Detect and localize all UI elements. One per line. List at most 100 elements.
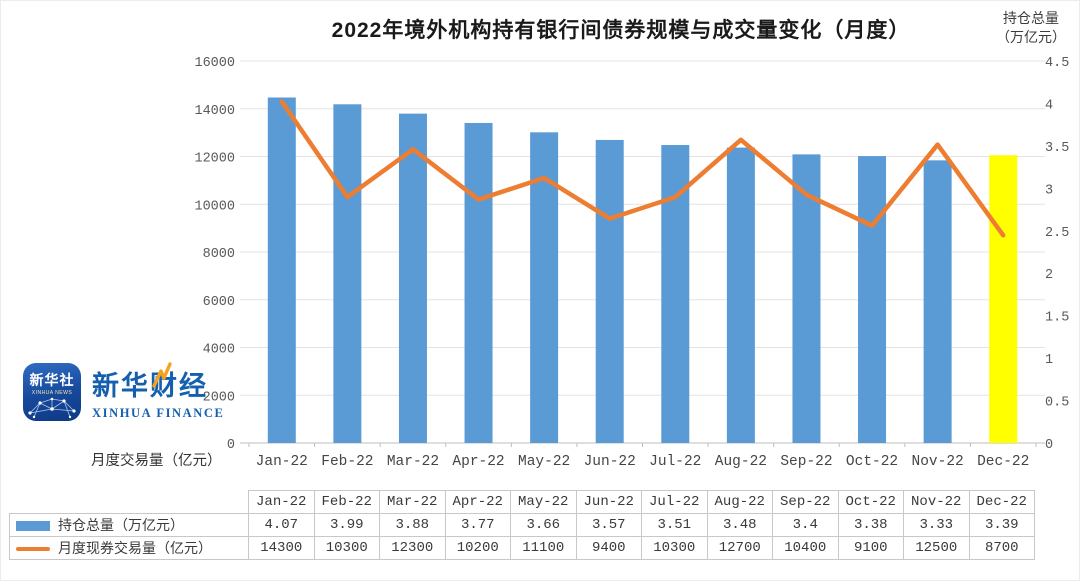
right-axis-tick: 4 xyxy=(1045,98,1053,113)
bar-aug-22 xyxy=(726,147,755,443)
left-axis-tick: 12000 xyxy=(194,152,235,167)
x-tick-label: Dec-22 xyxy=(977,454,1029,470)
logo-icon-subtitle: XINHUA NEWS xyxy=(31,390,73,396)
table-value-cell: 3.57 xyxy=(575,513,642,537)
table-value-cell: 12500 xyxy=(903,536,970,560)
table-value-cell: 12300 xyxy=(379,536,446,560)
table-month-header: Nov-22 xyxy=(903,490,970,514)
right-axis-tick: 0 xyxy=(1045,438,1053,453)
right-axis-tick: 1 xyxy=(1045,353,1053,368)
bar-jan-22 xyxy=(267,97,296,443)
x-tick-label: Sep-22 xyxy=(780,454,832,470)
series-label: 月度现券交易量（亿元） xyxy=(58,540,212,556)
table-month-header: Aug-22 xyxy=(706,490,773,514)
trend-line xyxy=(279,99,1006,238)
left-axis-tick: 10000 xyxy=(194,199,235,214)
table-value-cell: 9100 xyxy=(837,536,904,560)
table-row-volume: 月度现券交易量（亿元） 14300 10300 12300 10200 11100 9400… xyxy=(9,536,1035,560)
table-value-cell: 3.39 xyxy=(968,513,1035,537)
table-row-holdings: 持仓总量（万亿元） 4.07 3.99 3.88 3.77 3.66 3.57 3.51 3.4… xyxy=(9,513,1035,537)
x-tick-label: Mar-22 xyxy=(387,454,439,470)
table-month-header: Sep-22 xyxy=(772,490,839,514)
bar-apr-22 xyxy=(464,122,493,444)
bar-legend-swatch-icon xyxy=(16,521,50,532)
left-axis-tick: 4000 xyxy=(203,343,235,358)
table-value-cell: 3.48 xyxy=(706,513,773,537)
right-axis-tick: 2.5 xyxy=(1045,226,1069,241)
x-tick-label: Aug-22 xyxy=(715,454,767,470)
xinhua-finance-wordmark: 新华财经 XINHUA FINANCE xyxy=(92,361,225,421)
table-value-cell: 11100 xyxy=(510,536,577,560)
x-tick-label: Nov-22 xyxy=(912,454,964,470)
combo-chart: 0 2000 4000 6000 8000 10000 12000 14000 16000 0 0.… xyxy=(194,56,1069,470)
bar-dec-22 xyxy=(989,155,1018,443)
right-axis-tick: 4.5 xyxy=(1045,56,1069,71)
right-axis-tick: 1.5 xyxy=(1045,311,1069,326)
series-label: 持仓总量（万亿元） xyxy=(58,517,184,533)
x-tick-label: Feb-22 xyxy=(321,454,373,470)
table-value-cell: 3.51 xyxy=(641,513,708,537)
table-value-cell: 4.07 xyxy=(248,513,315,537)
chart-title: 2022年境外机构持有银行间债券规模与成交量变化（月度） xyxy=(331,19,911,42)
left-axis-tick: 14000 xyxy=(194,104,235,119)
table-value-cell: 3.88 xyxy=(379,513,446,537)
table-value-cell: 10400 xyxy=(772,536,839,560)
right-axis-tick: 0.5 xyxy=(1045,396,1069,411)
table-month-header: Apr-22 xyxy=(444,490,511,514)
table-corner-cell xyxy=(10,491,249,514)
bar-mar-22 xyxy=(398,113,427,444)
x-tick-label: Oct-22 xyxy=(846,454,898,470)
right-axis-title-line2: （万亿元） xyxy=(996,29,1066,45)
left-axis-tick: 16000 xyxy=(194,56,235,71)
network-globe-icon xyxy=(28,397,76,419)
left-axis-tick: 6000 xyxy=(203,295,235,310)
bar-nov-22 xyxy=(923,160,952,443)
bar-feb-22 xyxy=(333,104,362,443)
table-value-cell: 3.99 xyxy=(313,513,380,537)
x-tick-label: Apr-22 xyxy=(452,454,504,470)
x-tick-label: Jan-22 xyxy=(256,454,308,470)
xinhua-logo: 新华社 XINHUA NEWS 新华财经 xyxy=(23,361,225,421)
table-value-cell: 10200 xyxy=(444,536,511,560)
line-legend-swatch-icon xyxy=(16,547,50,552)
table-month-header: May-22 xyxy=(510,490,577,514)
x-tick-label: Jun-22 xyxy=(584,454,636,470)
table-value-cell: 3.77 xyxy=(444,513,511,537)
logo-icon-title: 新华社 xyxy=(29,372,75,388)
series-legend-cell: 持仓总量（万亿元） xyxy=(9,513,249,537)
table-header-row: Jan-22 Feb-22 Mar-22 Apr-22 May-22 Jun-22 Jul-… xyxy=(10,490,1035,514)
left-axis-title: 月度交易量（亿元） xyxy=(91,453,222,469)
table-month-header: Jun-22 xyxy=(575,490,642,514)
xinhua-news-app-icon: 新华社 XINHUA NEWS xyxy=(23,363,81,421)
table-value-cell: 9400 xyxy=(575,536,642,560)
bar-jun-22 xyxy=(595,139,624,444)
left-axis-tick: 2000 xyxy=(203,390,235,405)
table-month-header: Mar-22 xyxy=(379,490,446,514)
table-value-cell: 12700 xyxy=(706,536,773,560)
right-axis-title: 持仓总量 （万亿元） xyxy=(987,9,1075,47)
x-tick-label: Jul-22 xyxy=(649,454,701,470)
table-value-cell: 3.38 xyxy=(837,513,904,537)
brand-name-cn: 新华财经 xyxy=(92,370,208,401)
table-value-cell: 3.33 xyxy=(903,513,970,537)
table-value-cell: 14300 xyxy=(248,536,315,560)
table-value-cell: 10300 xyxy=(313,536,380,560)
right-axis-title-line1: 持仓总量 xyxy=(1003,10,1059,26)
lightning-bolt-icon xyxy=(152,361,172,388)
table-value-cell: 3.66 xyxy=(510,513,577,537)
bar-oct-22 xyxy=(858,156,887,443)
left-axis-tick: 0 xyxy=(227,438,235,453)
left-axis-tick: 8000 xyxy=(203,247,235,262)
table-value-cell: 3.4 xyxy=(772,513,839,537)
table-month-header: Dec-22 xyxy=(968,490,1035,514)
table-month-header: Jan-22 xyxy=(248,490,315,514)
right-axis-tick: 2 xyxy=(1045,268,1053,283)
table-month-header: Jul-22 xyxy=(641,490,708,514)
data-table: Jan-22 Feb-22 Mar-22 Apr-22 May-22 Jun-22 Jul-… xyxy=(9,490,1035,560)
table-value-cell: 8700 xyxy=(968,536,1035,560)
table-value-cell: 10300 xyxy=(641,536,708,560)
table-month-header: Feb-22 xyxy=(313,490,380,514)
x-tick-label: May-22 xyxy=(518,454,570,470)
brand-name-en: XINHUA FINANCE xyxy=(92,405,225,420)
